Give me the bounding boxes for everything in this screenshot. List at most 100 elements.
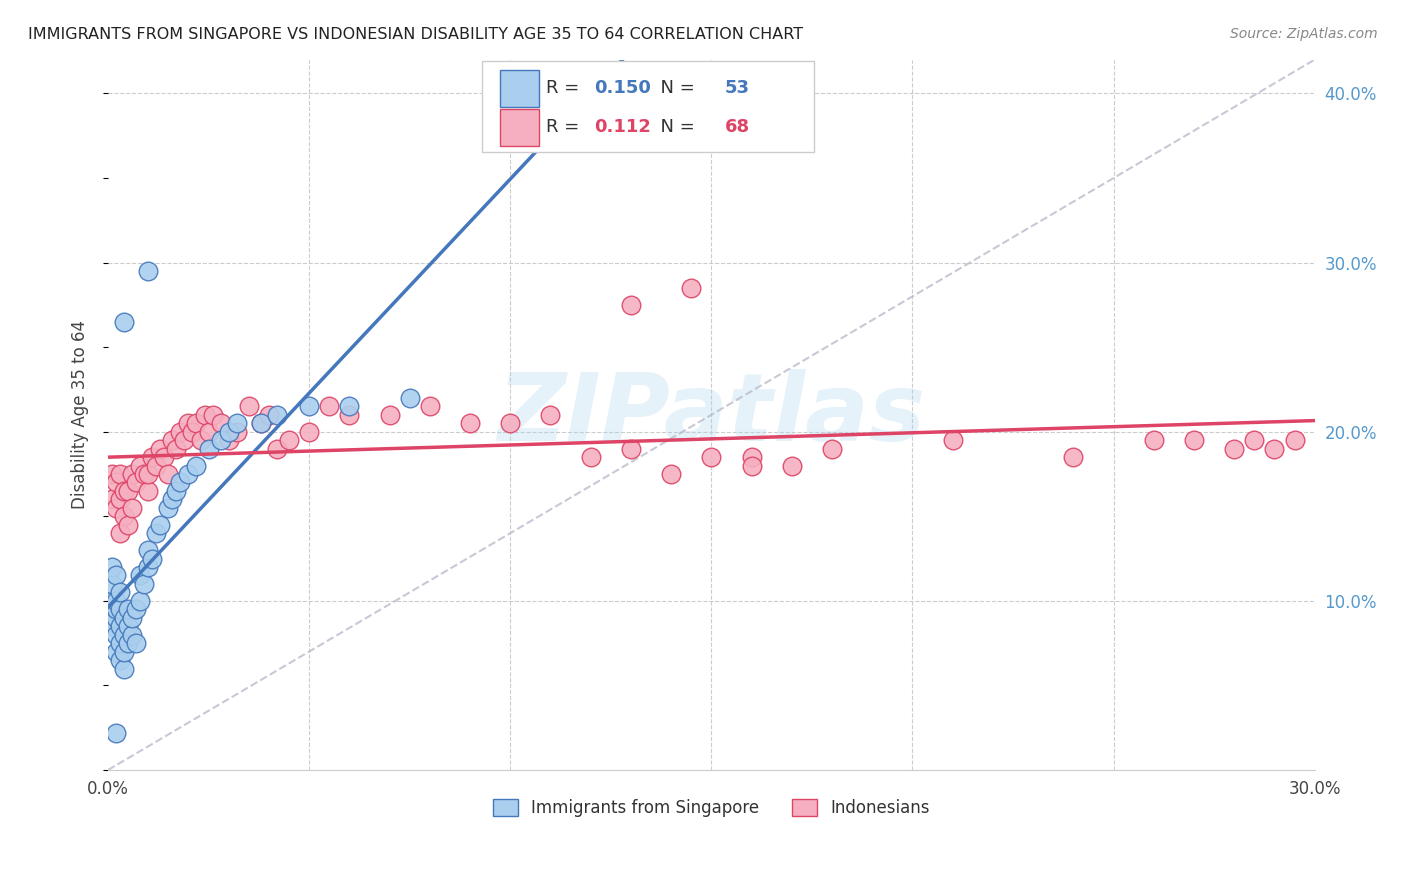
- Point: [105, 594, 128, 608]
- Point: [153, 450, 176, 464]
- Point: [129, 568, 152, 582]
- Point: [1143, 433, 1166, 447]
- Point: [121, 500, 143, 515]
- Point: [129, 458, 152, 473]
- Point: [134, 577, 156, 591]
- Point: [101, 594, 124, 608]
- Text: 0.112: 0.112: [595, 119, 651, 136]
- Point: [145, 526, 167, 541]
- Point: [398, 391, 420, 405]
- Point: [620, 298, 643, 312]
- Point: [136, 264, 159, 278]
- Point: [458, 417, 481, 431]
- Point: [105, 726, 128, 740]
- Point: [579, 450, 602, 464]
- Point: [209, 417, 232, 431]
- Point: [266, 442, 288, 456]
- Point: [337, 408, 360, 422]
- Point: [157, 500, 180, 515]
- Text: R =: R =: [546, 79, 585, 97]
- Point: [141, 551, 163, 566]
- Point: [141, 450, 163, 464]
- Point: [659, 467, 682, 481]
- Point: [162, 433, 184, 447]
- Point: [278, 433, 301, 447]
- Point: [197, 425, 219, 439]
- Point: [197, 442, 219, 456]
- Point: [125, 636, 148, 650]
- Point: [117, 517, 139, 532]
- Point: [499, 417, 522, 431]
- Text: 0.150: 0.150: [595, 79, 651, 97]
- Point: [193, 408, 215, 422]
- Point: [112, 644, 135, 658]
- FancyBboxPatch shape: [501, 109, 538, 146]
- Point: [741, 450, 763, 464]
- Point: [121, 467, 143, 481]
- Point: [136, 560, 159, 574]
- Point: [112, 483, 135, 498]
- Point: [112, 315, 135, 329]
- Point: [136, 467, 159, 481]
- Point: [125, 475, 148, 490]
- Point: [121, 611, 143, 625]
- Point: [378, 408, 401, 422]
- Point: [177, 467, 200, 481]
- Point: [101, 560, 124, 574]
- Point: [165, 442, 187, 456]
- Point: [117, 602, 139, 616]
- Point: [780, 458, 803, 473]
- Point: [186, 417, 208, 431]
- Point: [101, 492, 124, 507]
- Point: [181, 425, 204, 439]
- Point: [149, 517, 172, 532]
- Point: [129, 594, 152, 608]
- Point: [1243, 433, 1265, 447]
- Point: [225, 417, 247, 431]
- Point: [162, 492, 184, 507]
- Point: [681, 281, 703, 295]
- Point: [419, 400, 441, 414]
- Point: [117, 619, 139, 633]
- Text: N =: N =: [648, 79, 700, 97]
- Text: N =: N =: [648, 119, 700, 136]
- Text: Source: ZipAtlas.com: Source: ZipAtlas.com: [1230, 27, 1378, 41]
- Point: [250, 417, 273, 431]
- Point: [225, 425, 247, 439]
- Point: [186, 458, 208, 473]
- Point: [337, 400, 360, 414]
- Point: [117, 636, 139, 650]
- Point: [1223, 442, 1246, 456]
- Point: [134, 467, 156, 481]
- Point: [117, 483, 139, 498]
- Point: [157, 467, 180, 481]
- Point: [298, 425, 321, 439]
- Point: [108, 526, 131, 541]
- Point: [821, 442, 844, 456]
- Point: [108, 585, 131, 599]
- Point: [257, 408, 280, 422]
- Point: [201, 408, 224, 422]
- FancyBboxPatch shape: [501, 70, 538, 106]
- Point: [105, 644, 128, 658]
- Point: [209, 433, 232, 447]
- Point: [1284, 433, 1306, 447]
- Y-axis label: Disability Age 35 to 64: Disability Age 35 to 64: [72, 320, 89, 509]
- Text: 53: 53: [724, 79, 749, 97]
- Point: [112, 509, 135, 524]
- Point: [145, 458, 167, 473]
- Point: [298, 400, 321, 414]
- Text: R =: R =: [546, 119, 585, 136]
- Point: [190, 433, 212, 447]
- Point: [540, 408, 562, 422]
- Point: [741, 458, 763, 473]
- Point: [105, 602, 128, 616]
- Text: 68: 68: [724, 119, 749, 136]
- Point: [250, 417, 273, 431]
- Point: [101, 577, 124, 591]
- Point: [238, 400, 260, 414]
- Point: [136, 483, 159, 498]
- Point: [266, 408, 288, 422]
- Point: [105, 500, 128, 515]
- Point: [105, 628, 128, 642]
